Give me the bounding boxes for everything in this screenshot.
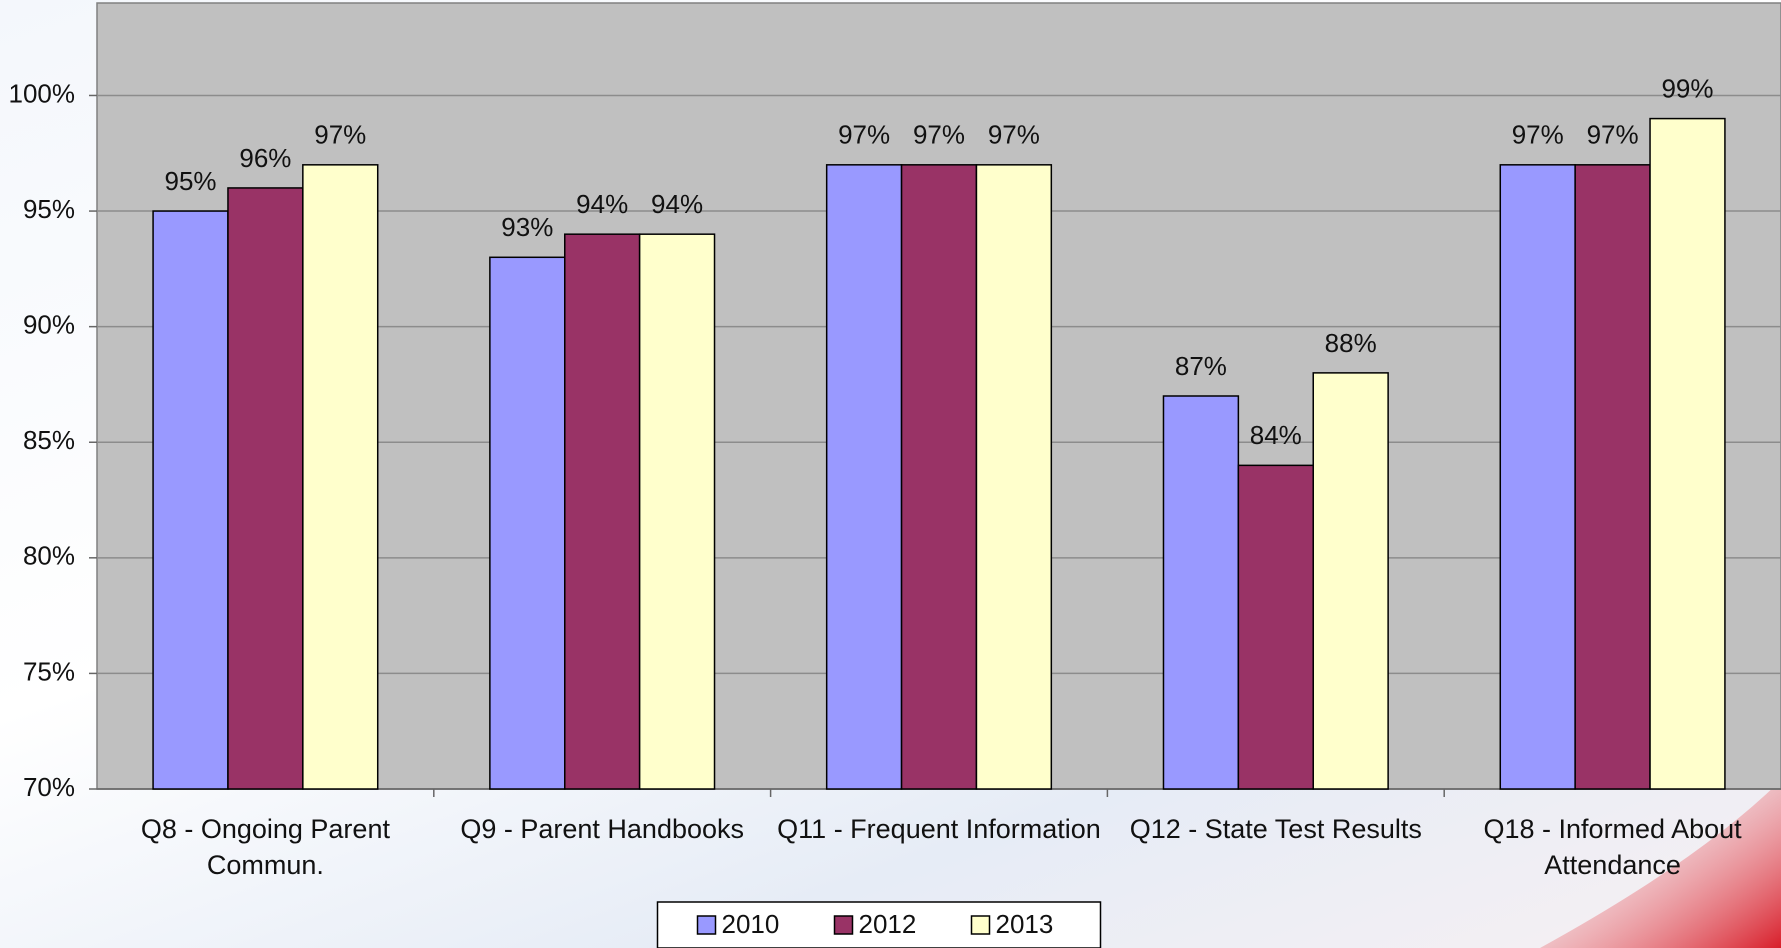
y-tick-label: 100% — [9, 78, 76, 108]
bar — [1162, 395, 1240, 790]
bar — [825, 164, 903, 790]
bar — [1237, 464, 1314, 790]
y-tick-label: 70% — [23, 772, 75, 802]
bar — [900, 164, 978, 790]
y-tick-label: 90% — [23, 310, 75, 340]
value-label: 97% — [1587, 120, 1639, 150]
y-tick-label: 95% — [23, 194, 75, 224]
bar — [227, 187, 304, 790]
bar — [975, 164, 1053, 790]
x-tick-label: Q11 - Frequent Information — [777, 814, 1101, 844]
value-label: 95% — [164, 166, 216, 196]
y-tick-label: 75% — [23, 656, 75, 686]
bar — [302, 164, 379, 790]
x-tick-label: Q12 - State Test Results — [1129, 814, 1422, 844]
decoration — [1540, 780, 1781, 948]
value-label: 96% — [239, 143, 291, 173]
value-label: 93% — [501, 212, 553, 242]
x-tick-label: Q18 - Informed About Attendance — [1483, 814, 1742, 880]
legend-label: 2012 — [859, 909, 917, 939]
legend-label: 2013 — [996, 909, 1054, 939]
x-tick-label: Q8 - Ongoing Parent Commun. — [140, 814, 390, 880]
value-label: 94% — [651, 189, 703, 219]
legend-swatch — [970, 915, 991, 935]
bar — [1499, 164, 1576, 790]
bar — [1649, 117, 1726, 790]
value-label: 84% — [1250, 420, 1302, 450]
value-label: 94% — [576, 189, 628, 219]
value-label: 97% — [988, 120, 1040, 150]
bar — [152, 210, 229, 790]
bar — [489, 256, 566, 790]
bar — [564, 233, 641, 790]
value-label: 87% — [1175, 351, 1227, 381]
bar — [1574, 164, 1651, 790]
legend-swatch — [833, 915, 854, 935]
legend-swatch — [696, 915, 717, 935]
bar — [1312, 372, 1389, 790]
y-tick-label: 80% — [23, 541, 75, 571]
legend — [656, 901, 1102, 948]
value-label: 97% — [1512, 120, 1564, 150]
legend-label: 2010 — [722, 909, 780, 939]
value-label: 97% — [838, 120, 890, 150]
y-tick-label: 85% — [23, 425, 75, 455]
value-label: 97% — [314, 120, 366, 150]
value-label: 99% — [1661, 73, 1713, 103]
value-label: 97% — [913, 120, 965, 150]
bar — [638, 233, 716, 790]
value-label: 88% — [1325, 328, 1377, 358]
x-tick-label: Q9 - Parent Handbooks — [460, 814, 745, 844]
